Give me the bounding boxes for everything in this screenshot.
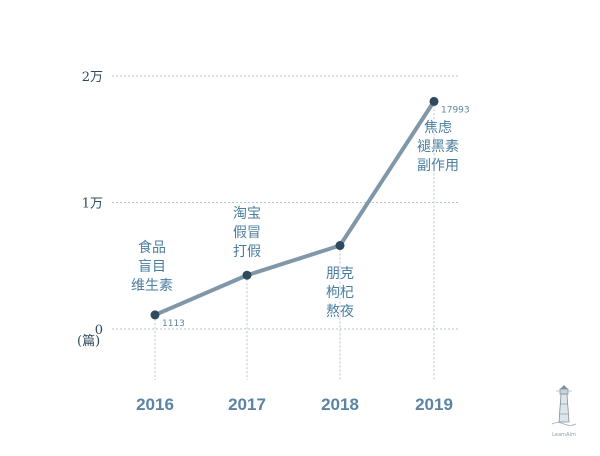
- x-tick-label: 2016: [136, 395, 174, 414]
- y-tick-label: 0: [95, 323, 103, 338]
- y-unit-label: (篇): [77, 334, 100, 349]
- data-point: [150, 310, 160, 320]
- annotation-line: 打假: [233, 243, 261, 260]
- data-point: [242, 270, 252, 280]
- annotation-line: 假冒: [233, 225, 261, 241]
- category-guide-lines: [154, 101, 435, 380]
- annotation-line: 食品: [138, 239, 166, 256]
- x-axis-ticks: 2016 2017 2018 2019: [136, 395, 453, 414]
- data-point: [429, 96, 439, 106]
- grid-lines: [112, 75, 460, 330]
- data-labels: 1113 17993: [162, 105, 470, 329]
- annotation-line: 褪黑素: [417, 139, 459, 155]
- annotation-line: 淘宝: [233, 206, 261, 222]
- annotation-line: 朋克: [326, 266, 354, 282]
- x-tick-label: 2017: [228, 395, 266, 414]
- lighthouse-icon: [551, 385, 577, 426]
- x-tick-label: 2019: [415, 395, 453, 414]
- watermark-text: LearnAim: [552, 432, 576, 438]
- annotation-line: 枸杞: [326, 285, 354, 301]
- y-axis-ticks: 0 1万 2万: [82, 70, 103, 338]
- series-line: [153, 99, 436, 317]
- y-tick-label: 2万: [82, 70, 103, 85]
- annotation-line: 维生素: [131, 278, 173, 294]
- data-label: 1113: [162, 319, 185, 329]
- annotation-line: 盲目: [138, 258, 166, 275]
- annotation-line: 熬夜: [326, 304, 354, 320]
- series-line-path: [153, 99, 436, 317]
- data-point: [335, 241, 345, 251]
- data-points: [150, 96, 439, 320]
- data-label: 17993: [441, 105, 470, 115]
- y-tick-label: 1万: [82, 197, 103, 212]
- x-tick-label: 2018: [321, 395, 359, 414]
- annotation-line: 焦虑: [424, 120, 452, 136]
- annotation-line: 副作用: [417, 158, 459, 174]
